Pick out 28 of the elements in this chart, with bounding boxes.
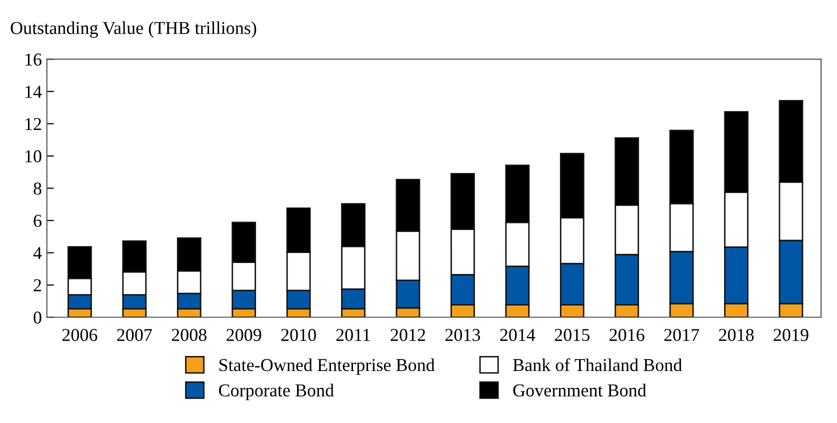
x-tick-label: 2010 bbox=[281, 328, 316, 342]
legend-label: Government Bond bbox=[513, 384, 646, 396]
y-tick-label: 8 bbox=[34, 182, 42, 195]
y-tick-label: 12 bbox=[26, 118, 42, 130]
x-tick-label: 2014 bbox=[500, 328, 536, 342]
y-tick-label: 10 bbox=[26, 150, 42, 162]
legend-label: Corporate Bond bbox=[219, 384, 334, 400]
legend-label: State-Owned Enterprise Bond bbox=[219, 358, 435, 375]
x-tick-label: 2018 bbox=[719, 328, 754, 342]
x-tick-label: 2006 bbox=[62, 328, 98, 342]
x-tick-label: 2011 bbox=[336, 328, 370, 342]
x-tick-label: 2013 bbox=[445, 328, 480, 342]
y-tick-label: 0 bbox=[34, 312, 42, 324]
x-tick-label: 2007 bbox=[117, 328, 152, 342]
x-tick-label: 2019 bbox=[774, 328, 808, 342]
x-tick-label: 2012 bbox=[390, 328, 426, 342]
y-axis-title: Outstanding Value (THB trillions) bbox=[10, 21, 256, 38]
x-tick-label: 2009 bbox=[226, 328, 262, 342]
y-tick-label: 14 bbox=[26, 86, 42, 98]
legend-label: Bank of Thailand Bond bbox=[513, 358, 682, 372]
x-tick-label: 2017 bbox=[664, 328, 700, 342]
y-tick-label: 16 bbox=[26, 54, 42, 66]
y-tick-label: 2 bbox=[34, 279, 42, 292]
y-tick-label: 4 bbox=[33, 247, 42, 260]
x-tick-label: 2008 bbox=[172, 328, 206, 342]
y-tick-label: 6 bbox=[34, 214, 42, 227]
x-tick-label: 2015 bbox=[554, 328, 590, 342]
x-tick-label: 2016 bbox=[610, 328, 644, 342]
